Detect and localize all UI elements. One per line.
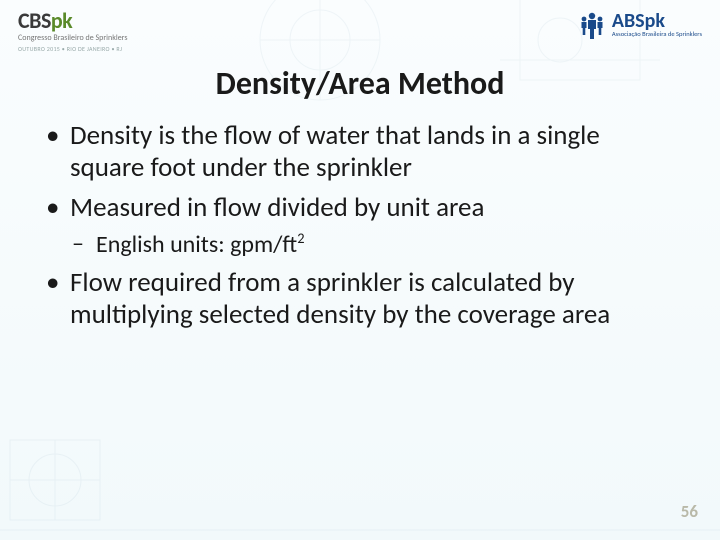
logo-abspk-mark: ABSpk (612, 11, 702, 31)
logo-cbspk-tagline: OUTUBRO 2015 • RIO DE JANEIRO • RJ (18, 45, 127, 53)
logo-row: CBSpk Congresso Brasileiro de Sprinklers… (18, 10, 702, 62)
bullet-text: Measured in flow divided by unit area (70, 191, 484, 224)
people-group-icon (578, 10, 606, 40)
bullet-text: Density is the flow of water that lands … (70, 119, 600, 184)
superscript: 2 (297, 229, 304, 247)
slide-title: Density/Area Method (0, 64, 720, 103)
bullet-text: Flow required from a sprinkler is calcul… (70, 266, 610, 331)
logo-cbspk-subtitle: Congresso Brasileiro de Sprinklers (18, 34, 127, 43)
logo-abspk: ABSpk Associação Brasileira de Sprinkler… (578, 10, 702, 40)
bullet-item: Measured in flow divided by unit area En… (44, 192, 676, 260)
sub-bullet-item: English units: gpm/ft2 (70, 230, 676, 260)
bullet-item: Flow required from a sprinkler is calcul… (44, 267, 676, 331)
page-number: 56 (681, 501, 698, 522)
slide-body: Density is the flow of water that lands … (44, 120, 676, 339)
logo-cbspk-accent: pk (51, 7, 72, 34)
slide: CBSpk Congresso Brasileiro de Sprinklers… (0, 0, 720, 540)
logo-cbspk-mark: CBSpk (18, 10, 127, 32)
sub-bullet-text: English units: gpm/ft (96, 230, 297, 259)
logo-cbspk-main: CBS (18, 7, 51, 34)
logo-abspk-subtitle: Associação Brasileira de Sprinklers (612, 31, 702, 38)
logo-cbspk: CBSpk Congresso Brasileiro de Sprinklers… (18, 10, 127, 53)
bullet-item: Density is the flow of water that lands … (44, 120, 676, 184)
